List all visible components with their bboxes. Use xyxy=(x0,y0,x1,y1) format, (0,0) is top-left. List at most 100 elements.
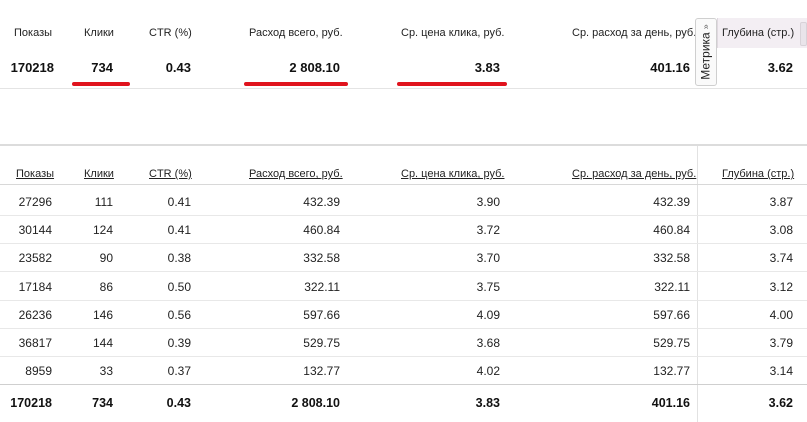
cpc-highlight-underline xyxy=(397,82,507,86)
summary-cpc: 3.83 xyxy=(474,60,500,75)
cell-clicks: 144 xyxy=(92,336,113,350)
summary-header-clicks: Клики xyxy=(84,27,114,39)
total-ctr: 0.43 xyxy=(166,396,191,410)
cell-daily: 332.58 xyxy=(653,251,690,266)
cell-spend: 529.75 xyxy=(303,336,340,350)
cell-cpc: 4.09 xyxy=(476,307,500,322)
cell-clicks: 90 xyxy=(99,251,113,266)
cell-ctr: 0.56 xyxy=(167,307,191,322)
cell-cpc: 3.68 xyxy=(476,336,500,350)
cell-spend: 132.77 xyxy=(303,364,340,379)
cell-cpc: 3.72 xyxy=(476,223,500,238)
cell-daily: 460.84 xyxy=(653,223,690,238)
cell-spend: 432.39 xyxy=(303,195,340,209)
cell-spend: 322.11 xyxy=(304,279,340,294)
cell-shows: 23582 xyxy=(18,251,52,266)
row-divider xyxy=(0,215,807,216)
double-chevron-icon: » xyxy=(701,24,712,30)
sort-header-ctr[interactable]: CTR (%) xyxy=(149,168,192,180)
cell-clicks: 86 xyxy=(99,279,113,294)
summary-daily: 401.16 xyxy=(650,60,690,75)
sort-header-clicks[interactable]: Клики xyxy=(84,168,114,180)
summary-header-cpc: Ср. цена клика, руб. xyxy=(401,27,505,39)
depth-column-divider xyxy=(697,146,698,422)
clicks-highlight-underline xyxy=(72,82,130,86)
cell-shows: 27296 xyxy=(18,195,52,209)
cell-cpc: 3.90 xyxy=(476,195,500,209)
summary-spend: 2 808.10 xyxy=(289,60,340,75)
summary-header-spend: Расход всего, руб. xyxy=(249,27,343,39)
table-total-row: 170218 734 0.43 2 808.10 3.83 401.16 3.6… xyxy=(0,388,807,416)
sort-header-depth[interactable]: Глубина (стр.) xyxy=(722,168,795,180)
summary-header-shows: Показы xyxy=(14,27,53,39)
stats-table: Показы Клики CTR (%) Расход всего, руб. … xyxy=(0,144,807,422)
cell-ctr: 0.41 xyxy=(167,223,191,238)
cell-shows: 17184 xyxy=(18,279,52,294)
cell-depth: 3.08 xyxy=(769,223,793,238)
summary-header-ctr: CTR (%) xyxy=(149,27,192,39)
cell-ctr: 0.41 xyxy=(167,195,191,209)
table-row: 26236 146 0.56 597.66 4.09 597.66 4.00 xyxy=(0,301,807,329)
summary-ctr: 0.43 xyxy=(165,60,191,75)
metrika-tab-label: Метрика xyxy=(699,32,714,80)
cell-depth: 3.74 xyxy=(769,251,793,266)
cell-clicks: 146 xyxy=(92,307,113,322)
cell-ctr: 0.38 xyxy=(167,251,191,266)
row-divider xyxy=(0,299,807,301)
cell-clicks: 124 xyxy=(92,223,113,238)
cell-spend: 460.84 xyxy=(303,223,340,238)
total-cpc: 3.83 xyxy=(475,396,500,410)
cell-depth: 3.14 xyxy=(769,364,793,379)
summary-clicks: 734 xyxy=(91,60,113,75)
total-depth: 3.62 xyxy=(768,396,793,410)
cell-depth: 3.79 xyxy=(769,336,793,350)
row-divider xyxy=(0,271,807,273)
sort-header-shows[interactable]: Показы xyxy=(16,168,55,180)
table-row: 36817 144 0.39 529.75 3.68 529.75 3.79 xyxy=(0,329,807,357)
summary-header-depth: Глубина (стр.) xyxy=(722,27,795,39)
cell-depth: 3.12 xyxy=(769,279,793,294)
row-divider xyxy=(0,327,807,329)
cell-clicks: 33 xyxy=(99,364,113,379)
cell-spend: 597.66 xyxy=(303,307,340,322)
cell-shows: 8959 xyxy=(25,364,52,379)
cell-ctr: 0.39 xyxy=(167,336,191,350)
row-divider xyxy=(0,356,807,357)
total-daily: 401.16 xyxy=(651,396,690,410)
cell-daily: 529.75 xyxy=(653,336,690,350)
cell-spend: 332.58 xyxy=(303,251,340,266)
cell-daily: 132.77 xyxy=(653,364,690,379)
cell-daily: 322.11 xyxy=(654,279,690,294)
sort-header-cpc[interactable]: Ср. цена клика, руб. xyxy=(401,168,505,180)
cell-daily: 597.66 xyxy=(653,307,690,322)
table-top-rule xyxy=(0,144,807,146)
table-row: 27296 111 0.41 432.39 3.90 432.39 3.87 xyxy=(0,188,807,216)
summary-header-daily: Ср. расход за день, руб. xyxy=(572,27,697,39)
summary-shows: 170218 xyxy=(10,60,54,75)
scroll-handle[interactable] xyxy=(800,22,807,46)
sort-header-daily[interactable]: Ср. расход за день, руб. xyxy=(572,168,697,180)
depth-header-area xyxy=(717,18,807,48)
table-row: 17184 86 0.50 322.11 3.75 322.11 3.12 xyxy=(0,273,807,301)
cell-shows: 26236 xyxy=(18,307,52,322)
metrika-tab[interactable]: Метрика » xyxy=(695,18,717,86)
cell-cpc: 3.75 xyxy=(476,279,500,294)
cell-depth: 4.00 xyxy=(769,307,793,322)
table-row: 30144 124 0.41 460.84 3.72 460.84 3.08 xyxy=(0,216,807,245)
total-spend: 2 808.10 xyxy=(291,396,340,410)
cell-ctr: 0.37 xyxy=(167,364,191,379)
summary-depth: 3.62 xyxy=(767,60,793,75)
cell-shows: 30144 xyxy=(18,223,52,238)
summary-panel: Показы Клики CTR (%) Расход всего, руб. … xyxy=(0,0,807,90)
cell-cpc: 4.02 xyxy=(476,364,500,379)
sort-header-spend[interactable]: Расход всего, руб. xyxy=(249,168,343,180)
table-row: 8959 33 0.37 132.77 4.02 132.77 3.14 xyxy=(0,357,807,385)
cell-cpc: 3.70 xyxy=(476,251,500,266)
total-clicks: 734 xyxy=(92,396,113,410)
table-row: 23582 90 0.38 332.58 3.70 332.58 3.74 xyxy=(0,244,807,273)
total-rule xyxy=(0,384,807,385)
summary-divider xyxy=(0,88,807,89)
row-divider xyxy=(0,243,807,245)
spend-highlight-underline xyxy=(244,82,348,86)
cell-clicks: 111 xyxy=(94,195,113,209)
